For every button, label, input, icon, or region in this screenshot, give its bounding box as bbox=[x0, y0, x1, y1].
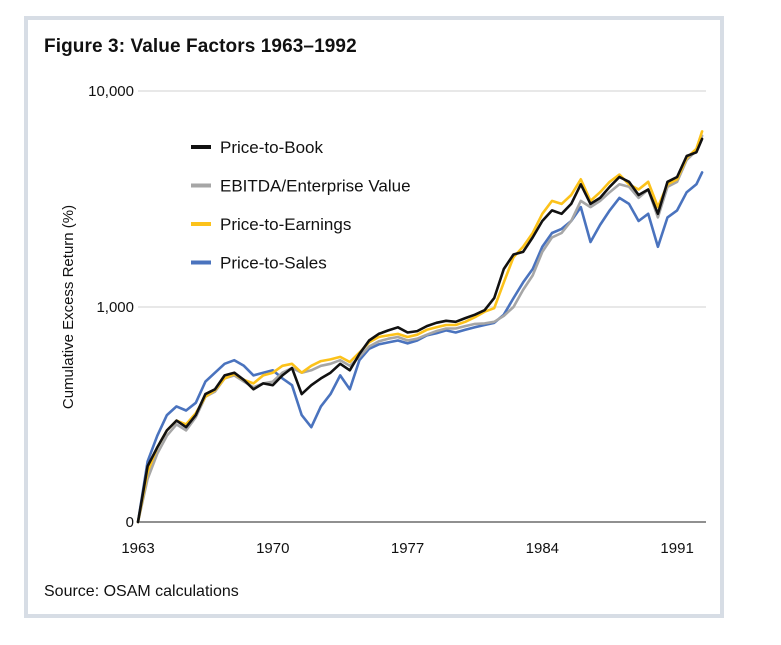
x-tick-label: 1984 bbox=[526, 540, 559, 557]
x-tick-label: 1963 bbox=[121, 540, 154, 557]
source-note: Source: OSAM calculations bbox=[44, 583, 239, 600]
series-line-price-to-earnings bbox=[136, 130, 704, 524]
grid-layer bbox=[138, 90, 706, 523]
x-tick-label: 1991 bbox=[660, 540, 693, 557]
legend-label: Price-to-Book bbox=[220, 138, 323, 157]
y-axis-label: Cumulative Excess Return (%) bbox=[60, 205, 77, 409]
y-tick-label: 1,000 bbox=[96, 299, 134, 316]
figure-title: Figure 3: Value Factors 1963–1992 bbox=[44, 36, 357, 57]
x-tick-label: 1977 bbox=[391, 540, 424, 557]
y-tick-label: 0 bbox=[126, 514, 134, 531]
legend-label: Price-to-Sales bbox=[220, 254, 327, 273]
y-tick-label: 10,000 bbox=[88, 83, 134, 100]
tick-layer: 0 1,000 10,000 1963 1970 1977 1984 1991 bbox=[88, 83, 694, 557]
series-layer bbox=[136, 130, 704, 524]
figure-frame bbox=[24, 16, 724, 618]
series-line-price-to-book bbox=[136, 137, 704, 524]
legend-label: Price-to-Earnings bbox=[220, 215, 351, 234]
x-tick-label: 1970 bbox=[256, 540, 289, 557]
legend: Price-to-Book EBITDA/Enterprise Value Pric… bbox=[191, 138, 411, 273]
legend-label: EBITDA/Enterprise Value bbox=[220, 177, 411, 196]
